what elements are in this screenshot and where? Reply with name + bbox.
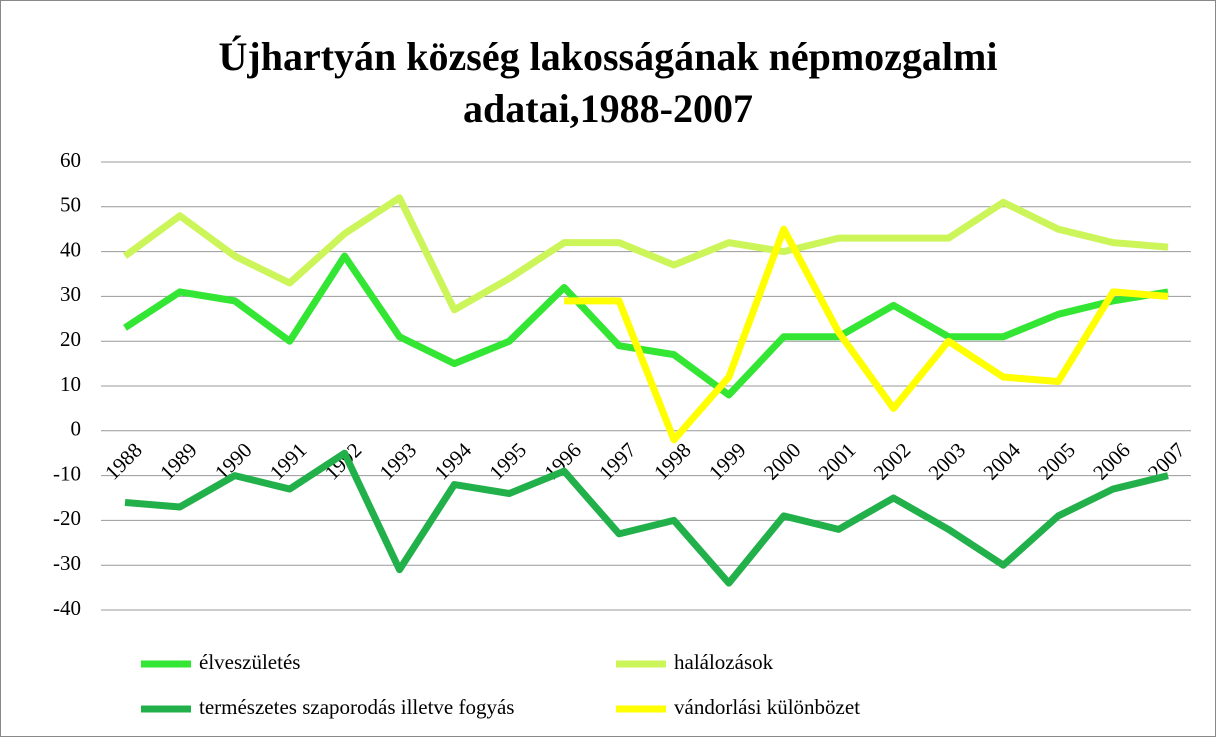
y-tick-label: -20 xyxy=(53,506,81,530)
y-tick-label: 50 xyxy=(60,193,81,217)
y-tick-label: 0 xyxy=(71,417,82,441)
chart-title: Újhartyán község lakosságának népmozgalm… xyxy=(218,34,998,131)
y-tick-label: -10 xyxy=(53,461,81,485)
x-tick-label: 2002 xyxy=(869,438,916,485)
series-line xyxy=(122,194,1169,314)
x-tick-label: 1998 xyxy=(649,438,696,485)
x-tick-label: 2005 xyxy=(1033,438,1080,485)
x-tick-label: 1995 xyxy=(484,438,531,485)
y-tick-label: -30 xyxy=(53,551,81,575)
legend-label: vándorlási különbözet xyxy=(674,695,860,719)
series-line xyxy=(124,449,1169,587)
y-tick-label: 20 xyxy=(60,327,81,351)
x-tick-label: 1988 xyxy=(100,438,147,485)
y-tick-label: 40 xyxy=(60,237,81,261)
x-tick-label: 1999 xyxy=(704,438,751,485)
x-tick-label: 2003 xyxy=(924,438,971,485)
legend-label: természetes szaporodás illetve fogyás xyxy=(199,695,514,719)
y-tick-label: 60 xyxy=(60,148,81,172)
x-tick-label: 1993 xyxy=(375,438,422,485)
legend-label: halálozások xyxy=(674,650,774,674)
x-tick-label: 2000 xyxy=(759,438,806,485)
x-tick-label: 2004 xyxy=(978,438,1025,485)
x-tick-label: 2001 xyxy=(814,438,861,485)
x-tick-label: 1994 xyxy=(429,438,476,485)
y-tick-label: -40 xyxy=(53,596,81,620)
series-line xyxy=(123,252,1169,399)
legend-label: élveszületés xyxy=(199,650,300,674)
x-tick-label: 1997 xyxy=(594,438,641,485)
x-tick-label: 1989 xyxy=(155,438,202,485)
y-tick-label: 10 xyxy=(60,372,81,396)
y-tick-label: 30 xyxy=(60,282,81,306)
x-tick-label: 2006 xyxy=(1088,438,1135,485)
series-line xyxy=(564,225,1169,444)
